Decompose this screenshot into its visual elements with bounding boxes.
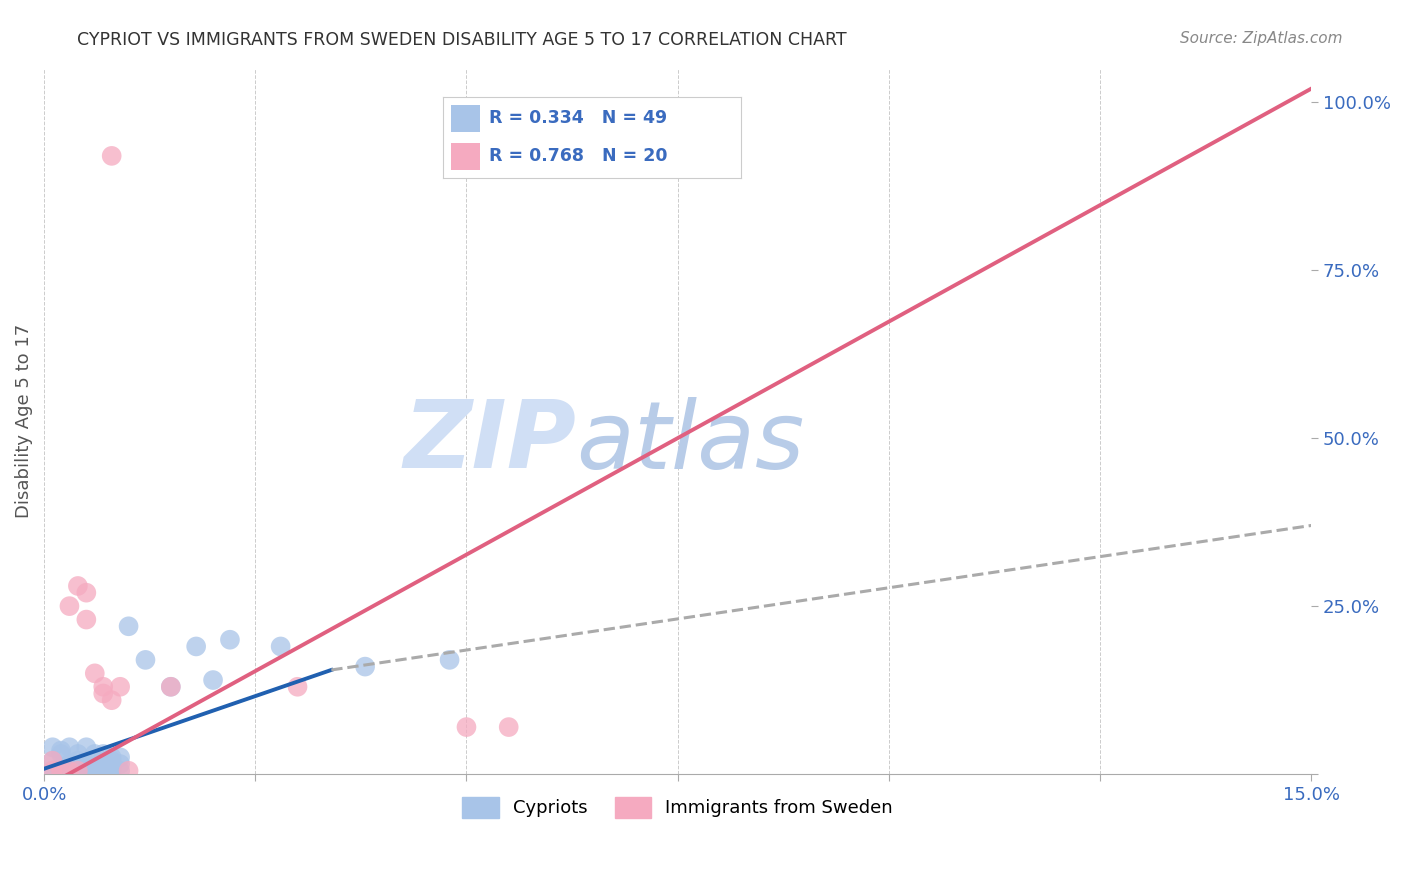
Point (108, 757, 131, 772)
Point (354, 659, 377, 673)
Point (117, 619, 139, 633)
Point (202, 673, 225, 687)
Point (83, 764, 105, 778)
Point (66, 764, 89, 778)
Point (75, 759, 97, 773)
Point (219, 632, 242, 647)
Point (58, 757, 80, 772)
Point (58, 762, 80, 776)
Point (117, 764, 139, 778)
Point (91, 686, 114, 700)
Point (75, 740, 97, 755)
Point (49, 764, 72, 778)
Point (456, 720, 478, 734)
Point (439, 653, 461, 667)
Text: CYPRIOT VS IMMIGRANTS FROM SWEDEN DISABILITY AGE 5 TO 17 CORRELATION CHART: CYPRIOT VS IMMIGRANTS FROM SWEDEN DISABI… (77, 31, 846, 49)
Text: Source: ZipAtlas.com: Source: ZipAtlas.com (1180, 31, 1343, 46)
Point (75, 764, 97, 778)
Point (49, 762, 72, 776)
Point (100, 750, 122, 764)
Point (100, 760, 122, 774)
Point (100, 754, 122, 768)
Point (66, 579, 89, 593)
Text: ZIP: ZIP (404, 396, 576, 489)
Point (49, 747, 72, 761)
Point (58, 764, 80, 778)
Point (100, 764, 122, 778)
Point (91, 764, 114, 778)
Point (66, 764, 89, 778)
Point (58, 764, 80, 778)
Point (49, 760, 72, 774)
Point (66, 747, 89, 761)
Point (41, 740, 63, 755)
Y-axis label: Disability Age 5 to 17: Disability Age 5 to 17 (15, 324, 32, 518)
Point (100, 693, 122, 707)
Point (159, 680, 181, 694)
Point (58, 599, 80, 614)
Point (100, 149, 122, 163)
Point (498, 720, 520, 734)
Point (49, 764, 72, 778)
Point (41, 754, 63, 768)
Point (83, 747, 105, 761)
Point (41, 754, 63, 768)
Point (91, 747, 114, 761)
Point (41, 764, 63, 778)
Point (83, 760, 105, 774)
Point (186, 640, 208, 654)
Point (75, 757, 97, 772)
Point (66, 754, 89, 768)
Point (91, 757, 114, 772)
Point (75, 585, 97, 599)
Point (66, 762, 89, 776)
Point (41, 764, 63, 778)
Legend: Cypriots, Immigrants from Sweden: Cypriots, Immigrants from Sweden (456, 789, 900, 825)
Point (159, 680, 181, 694)
Point (134, 653, 156, 667)
Point (41, 764, 63, 778)
Text: atlas: atlas (576, 397, 804, 488)
Point (287, 680, 309, 694)
Point (83, 762, 105, 776)
Point (83, 754, 105, 768)
Point (58, 764, 80, 778)
Point (83, 666, 105, 681)
Point (108, 750, 131, 764)
Point (108, 764, 131, 778)
Point (270, 640, 292, 654)
Point (91, 762, 114, 776)
Point (75, 764, 97, 778)
Point (108, 680, 131, 694)
Point (91, 680, 114, 694)
Point (75, 613, 97, 627)
Point (66, 760, 89, 774)
Point (58, 740, 80, 755)
Point (49, 743, 72, 757)
